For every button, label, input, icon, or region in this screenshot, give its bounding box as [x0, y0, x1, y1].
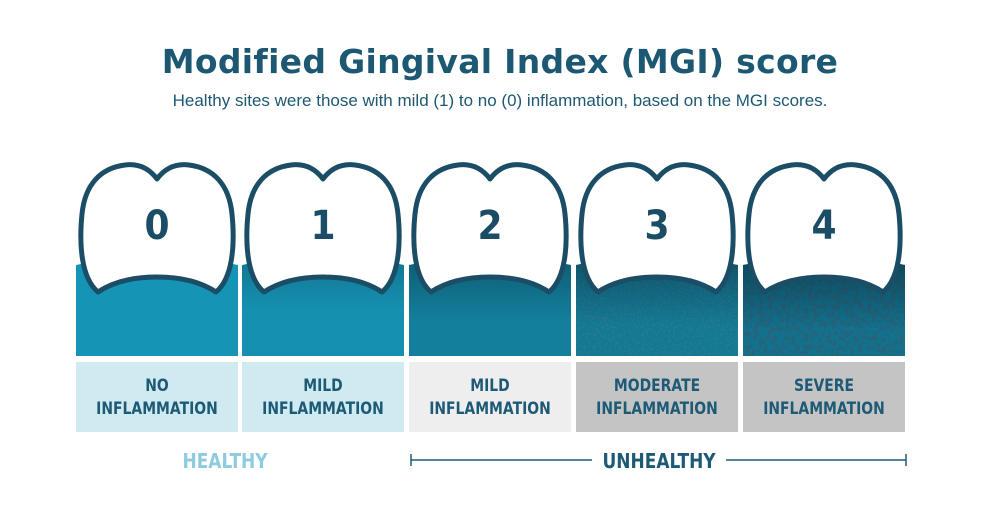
page-title: Modified Gingival Index (MGI) score — [161, 42, 839, 81]
score-tile-2: 2 MILD INFLAMMATION — [409, 162, 571, 432]
tooth-2 — [411, 162, 569, 295]
score-number: 1 — [310, 203, 335, 249]
label-box-2 — [409, 362, 571, 432]
score-number: 3 — [644, 203, 669, 249]
score-number: 2 — [477, 203, 502, 249]
label-line1: SEVERE — [794, 376, 854, 396]
label-line2: INFLAMMATION — [96, 399, 218, 419]
label-line2: INFLAMMATION — [429, 399, 551, 419]
tooth-3 — [578, 162, 736, 295]
label-box-3 — [576, 362, 738, 432]
score-tile-1: 1 MILD INFLAMMATION — [242, 162, 404, 432]
unhealthy-label: UNHEALTHY — [602, 451, 716, 474]
score-tile-4: 4 SEVERE INFLAMMATION — [743, 162, 905, 432]
label-box-1 — [242, 362, 404, 432]
page-subtitle: Healthy sites were those with mild (1) t… — [172, 91, 828, 110]
label-line2: INFLAMMATION — [262, 399, 384, 419]
score-number: 4 — [811, 203, 836, 249]
tooth-1 — [244, 162, 402, 295]
score-tile-3: 3 MODERATE INFLAMMATION — [576, 162, 738, 432]
label-line2: INFLAMMATION — [763, 399, 885, 419]
healthy-label: HEALTHY — [182, 451, 268, 474]
score-tile-0: 0 NO INFLAMMATION — [76, 162, 238, 432]
tooth-0 — [78, 162, 236, 295]
label-line1: MILD — [470, 376, 510, 396]
label-line1: NO — [145, 376, 168, 396]
unhealthy-bracket — [410, 454, 907, 466]
tooth-4 — [745, 162, 903, 295]
label-box-0 — [76, 362, 238, 432]
label-line1: MODERATE — [614, 376, 700, 396]
label-box-4 — [743, 362, 905, 432]
score-number: 0 — [144, 203, 169, 249]
label-line1: MILD — [303, 376, 343, 396]
label-line2: INFLAMMATION — [596, 399, 718, 419]
